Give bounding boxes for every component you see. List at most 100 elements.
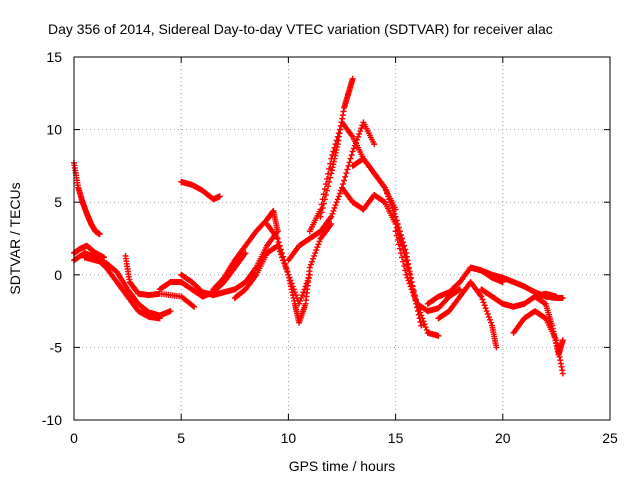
data-point bbox=[334, 196, 341, 203]
data-point bbox=[400, 258, 407, 265]
data-point bbox=[327, 174, 334, 181]
data-point bbox=[484, 311, 491, 318]
data-point bbox=[399, 235, 406, 242]
data-point bbox=[189, 302, 196, 309]
data-point bbox=[333, 137, 340, 144]
x-tick-label: 10 bbox=[281, 430, 297, 446]
data-point bbox=[386, 196, 393, 203]
data-point bbox=[299, 292, 306, 299]
data-point bbox=[397, 250, 404, 257]
series-arc2 bbox=[71, 242, 108, 261]
data-points bbox=[71, 75, 566, 377]
data-point bbox=[411, 295, 418, 302]
data-point bbox=[328, 220, 335, 227]
data-point bbox=[400, 239, 407, 246]
data-point bbox=[335, 193, 342, 200]
data-point bbox=[402, 267, 409, 274]
data-point bbox=[306, 264, 313, 271]
data-point bbox=[346, 159, 353, 166]
data-point bbox=[284, 268, 291, 275]
data-point bbox=[409, 289, 416, 296]
data-point bbox=[331, 144, 338, 151]
data-point bbox=[414, 308, 421, 315]
data-point bbox=[392, 228, 399, 235]
data-point bbox=[275, 239, 282, 246]
data-point bbox=[407, 283, 414, 290]
data-point bbox=[559, 370, 566, 377]
data-point bbox=[396, 245, 403, 252]
data-point bbox=[349, 75, 356, 82]
x-axis-label: GPS time / hours bbox=[289, 458, 396, 474]
series-arc8 bbox=[178, 178, 223, 203]
plot-frame bbox=[73, 56, 611, 421]
series-arc12 bbox=[285, 119, 378, 264]
series-arc4 bbox=[81, 254, 174, 319]
chart-title: Day 356 of 2014, Sidereal Day-to-day VTE… bbox=[48, 21, 553, 37]
x-tick-label: 15 bbox=[388, 430, 404, 446]
data-point bbox=[307, 261, 314, 268]
data-point bbox=[355, 133, 362, 140]
data-point bbox=[394, 220, 401, 227]
data-point bbox=[328, 155, 335, 162]
data-point bbox=[387, 199, 394, 206]
data-point bbox=[326, 165, 333, 172]
series-arc16 bbox=[349, 155, 425, 329]
data-point bbox=[325, 170, 332, 177]
data-point bbox=[322, 181, 329, 188]
data-point bbox=[479, 296, 486, 303]
data-point bbox=[478, 293, 485, 300]
data-point bbox=[392, 213, 399, 220]
data-point bbox=[415, 311, 422, 318]
series-arc14 bbox=[306, 119, 399, 235]
data-point bbox=[358, 125, 365, 132]
data-point bbox=[323, 175, 330, 182]
data-point bbox=[404, 274, 411, 281]
data-point bbox=[341, 177, 348, 184]
data-point bbox=[344, 166, 351, 173]
data-point bbox=[401, 263, 408, 270]
data-point bbox=[274, 235, 281, 242]
data-point bbox=[493, 344, 500, 351]
data-point bbox=[274, 228, 281, 235]
series-arc5 bbox=[122, 252, 198, 310]
data-point bbox=[488, 319, 495, 326]
data-point bbox=[308, 258, 315, 265]
series-arc9 bbox=[210, 207, 281, 293]
data-point bbox=[371, 141, 378, 148]
data-point bbox=[329, 210, 336, 217]
data-point bbox=[395, 241, 402, 248]
series-arc1 bbox=[71, 159, 103, 238]
y-tick-labels: 15 10 5 0 -5 -10 bbox=[42, 49, 62, 428]
data-point bbox=[342, 173, 349, 180]
data-point bbox=[385, 193, 392, 200]
series-arc23 bbox=[531, 293, 566, 358]
data-point bbox=[347, 155, 354, 162]
x-tick-label: 20 bbox=[495, 430, 511, 446]
data-point bbox=[340, 181, 347, 188]
data-point bbox=[410, 292, 417, 299]
data-point bbox=[328, 213, 335, 220]
data-point bbox=[167, 308, 174, 315]
series-arc22 bbox=[510, 308, 566, 377]
data-point bbox=[406, 280, 413, 287]
data-point bbox=[357, 128, 364, 135]
data-point bbox=[356, 130, 363, 137]
y-tick-label: -5 bbox=[50, 339, 63, 355]
data-point bbox=[335, 130, 342, 137]
data-point bbox=[395, 224, 402, 231]
series-arc17 bbox=[392, 228, 463, 315]
data-point bbox=[300, 289, 307, 296]
data-point bbox=[312, 250, 319, 257]
series-arc11 bbox=[263, 220, 335, 326]
data-point bbox=[310, 255, 317, 262]
data-point bbox=[298, 295, 305, 302]
data-point bbox=[334, 133, 341, 140]
x-tick-label: 5 bbox=[177, 430, 185, 446]
data-point bbox=[336, 126, 343, 133]
data-point bbox=[456, 286, 463, 293]
data-point bbox=[485, 313, 492, 320]
data-point bbox=[481, 302, 488, 309]
data-point bbox=[384, 190, 391, 197]
data-point bbox=[435, 332, 442, 339]
y-tick-label: 10 bbox=[46, 122, 62, 138]
